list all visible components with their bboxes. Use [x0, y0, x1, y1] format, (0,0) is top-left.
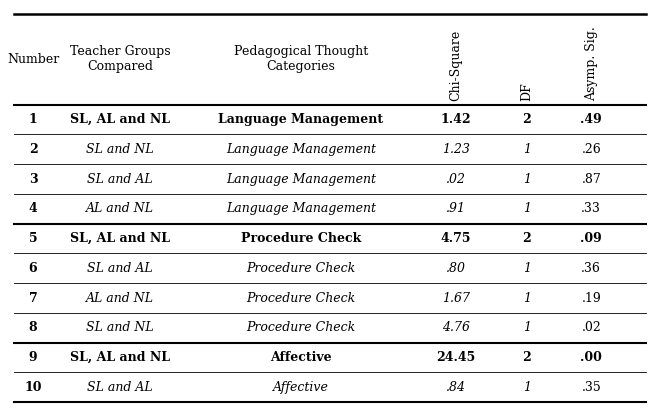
Text: 1: 1 — [523, 262, 531, 275]
Text: 6: 6 — [29, 262, 37, 275]
Text: .19: .19 — [581, 292, 601, 305]
Text: .84: .84 — [446, 381, 466, 394]
Text: 1.23: 1.23 — [441, 143, 470, 156]
Text: SL, AL and NL: SL, AL and NL — [70, 113, 170, 126]
Text: AL and NL: AL and NL — [86, 292, 154, 305]
Text: 2: 2 — [523, 113, 531, 126]
Text: AL and NL: AL and NL — [86, 202, 154, 215]
Text: .80: .80 — [446, 262, 466, 275]
Text: SL and NL: SL and NL — [86, 321, 154, 334]
Text: .87: .87 — [581, 173, 601, 186]
Text: Procedure Check: Procedure Check — [241, 232, 361, 245]
Text: SL and AL: SL and AL — [88, 262, 153, 275]
Text: Language Management: Language Management — [226, 173, 376, 186]
Text: SL, AL and NL: SL, AL and NL — [70, 232, 170, 245]
Text: .09: .09 — [581, 232, 602, 245]
Text: 9: 9 — [29, 351, 37, 364]
Text: Teacher Groups
Compared: Teacher Groups Compared — [70, 45, 171, 73]
Text: Chi-Square: Chi-Square — [449, 29, 462, 101]
Text: SL, AL and NL: SL, AL and NL — [70, 351, 170, 364]
Text: 10: 10 — [24, 381, 42, 394]
Text: .33: .33 — [581, 202, 601, 215]
Text: .00: .00 — [580, 351, 602, 364]
Text: 4.76: 4.76 — [441, 321, 470, 334]
Text: 1: 1 — [523, 321, 531, 334]
Text: Procedure Check: Procedure Check — [247, 262, 356, 275]
Text: 1: 1 — [523, 381, 531, 394]
Text: 1.42: 1.42 — [440, 113, 471, 126]
Text: SL and NL: SL and NL — [86, 143, 154, 156]
Text: Procedure Check: Procedure Check — [247, 292, 356, 305]
Text: Pedagogical Thought
Categories: Pedagogical Thought Categories — [233, 45, 368, 73]
Text: 1: 1 — [523, 173, 531, 186]
Text: Language Management: Language Management — [218, 113, 383, 126]
Text: 4.75: 4.75 — [441, 232, 471, 245]
Text: 5: 5 — [29, 232, 37, 245]
Text: 2: 2 — [29, 143, 37, 156]
Text: 3: 3 — [29, 173, 37, 186]
Text: 1.67: 1.67 — [441, 292, 470, 305]
Text: .02: .02 — [581, 321, 601, 334]
Text: .26: .26 — [581, 143, 601, 156]
Text: Language Management: Language Management — [226, 143, 376, 156]
Text: 1: 1 — [523, 202, 531, 215]
Text: DF: DF — [521, 82, 533, 101]
Text: 1: 1 — [523, 143, 531, 156]
Text: 1: 1 — [29, 113, 37, 126]
Text: .35: .35 — [581, 381, 601, 394]
Text: SL and AL: SL and AL — [88, 381, 153, 394]
Text: Asymp. Sig.: Asymp. Sig. — [585, 26, 598, 101]
Text: Affective: Affective — [270, 351, 332, 364]
Text: 1: 1 — [523, 292, 531, 305]
Text: 4: 4 — [29, 202, 37, 215]
Text: .49: .49 — [581, 113, 602, 126]
Text: .02: .02 — [446, 173, 466, 186]
Text: 2: 2 — [523, 232, 531, 245]
Text: .91: .91 — [446, 202, 466, 215]
Text: 24.45: 24.45 — [436, 351, 475, 364]
Text: SL and AL: SL and AL — [88, 173, 153, 186]
Text: Procedure Check: Procedure Check — [247, 321, 356, 334]
Text: 2: 2 — [523, 351, 531, 364]
Text: Language Management: Language Management — [226, 202, 376, 215]
Text: 7: 7 — [29, 292, 37, 305]
Text: 8: 8 — [29, 321, 37, 334]
Text: .36: .36 — [581, 262, 601, 275]
Text: Number: Number — [7, 53, 59, 66]
Text: Affective: Affective — [273, 381, 329, 394]
